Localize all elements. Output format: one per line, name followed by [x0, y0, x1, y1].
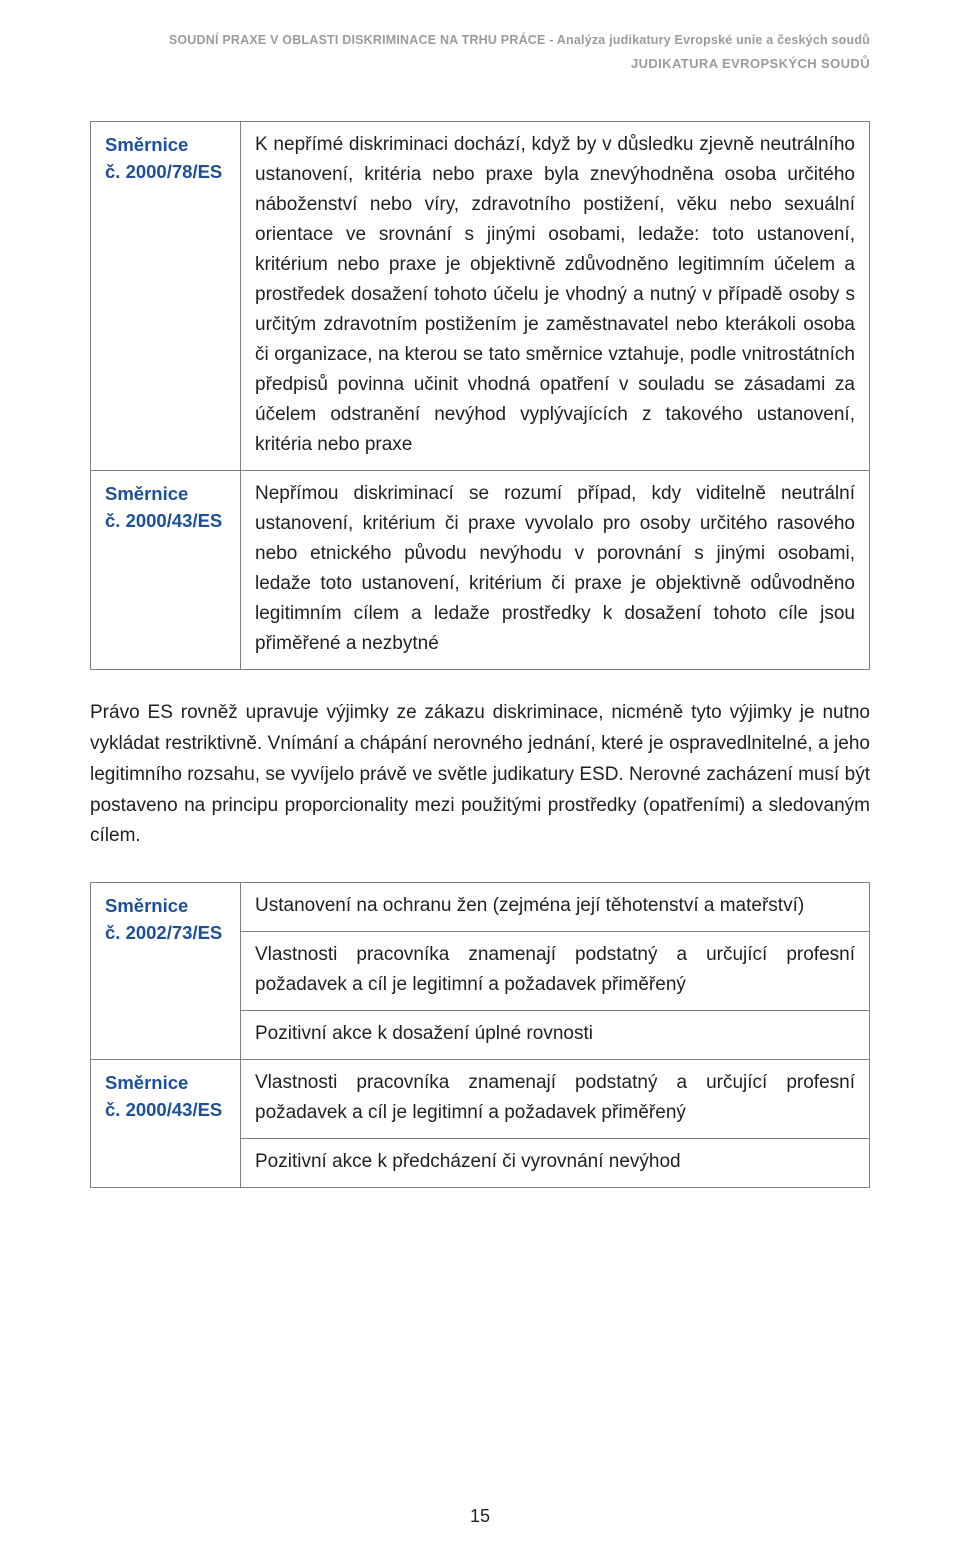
directive-body-cell: Nepřímou diskriminací se rozumí případ, …	[241, 471, 870, 670]
directive-body-cell: Vlastnosti pracovníka znamenají podstatn…	[241, 1060, 870, 1139]
directive-label-line2: č. 2000/43/ES	[105, 510, 222, 531]
directive-label-line1: Směrnice	[105, 134, 188, 155]
directive-label-line2: č. 2000/78/ES	[105, 161, 222, 182]
directive-table-2: Směrnice č. 2002/73/ES Ustanovení na och…	[90, 882, 870, 1188]
directive-label-line1: Směrnice	[105, 895, 188, 916]
running-header-title: SOUDNÍ PRAXE V OBLASTI DISKRIMINACE NA T…	[90, 30, 870, 50]
directive-body-cell: K nepřímé diskriminaci dochází, když by …	[241, 122, 870, 471]
directive-body-cell: Ustanovení na ochranu žen (zejména její …	[241, 883, 870, 932]
table-row: Směrnice č. 2000/43/ES Vlastnosti pracov…	[91, 1060, 870, 1139]
directive-label-cell: Směrnice č. 2002/73/ES	[91, 883, 241, 1060]
directive-label-cell: Směrnice č. 2000/43/ES	[91, 1060, 241, 1188]
directive-body-cell: Vlastnosti pracovníka znamenají podstatn…	[241, 932, 870, 1011]
directive-label-line2: č. 2000/43/ES	[105, 1099, 222, 1120]
directive-body-cell: Pozitivní akce k předcházení či vyrovnán…	[241, 1139, 870, 1188]
directive-label-line2: č. 2002/73/ES	[105, 922, 222, 943]
table-row: Směrnice č. 2002/73/ES Ustanovení na och…	[91, 883, 870, 932]
page-number: 15	[0, 1506, 960, 1527]
directive-label-line1: Směrnice	[105, 1072, 188, 1093]
directive-label-cell: Směrnice č. 2000/43/ES	[91, 471, 241, 670]
directive-label-cell: Směrnice č. 2000/78/ES	[91, 122, 241, 471]
page-content: SOUDNÍ PRAXE V OBLASTI DISKRIMINACE NA T…	[0, 0, 960, 1256]
directive-body-cell: Pozitivní akce k dosažení úplné rovnosti	[241, 1011, 870, 1060]
table-row: Směrnice č. 2000/78/ES K nepřímé diskrim…	[91, 122, 870, 471]
table-row: Směrnice č. 2000/43/ES Nepřímou diskrimi…	[91, 471, 870, 670]
directive-table-1: Směrnice č. 2000/78/ES K nepřímé diskrim…	[90, 121, 870, 670]
running-header-subtitle: JUDIKATURA EVROPSKÝCH SOUDŮ	[90, 56, 870, 71]
body-paragraph: Právo ES rovněž upravuje výjimky ze záka…	[90, 698, 870, 852]
directive-label-line1: Směrnice	[105, 483, 188, 504]
